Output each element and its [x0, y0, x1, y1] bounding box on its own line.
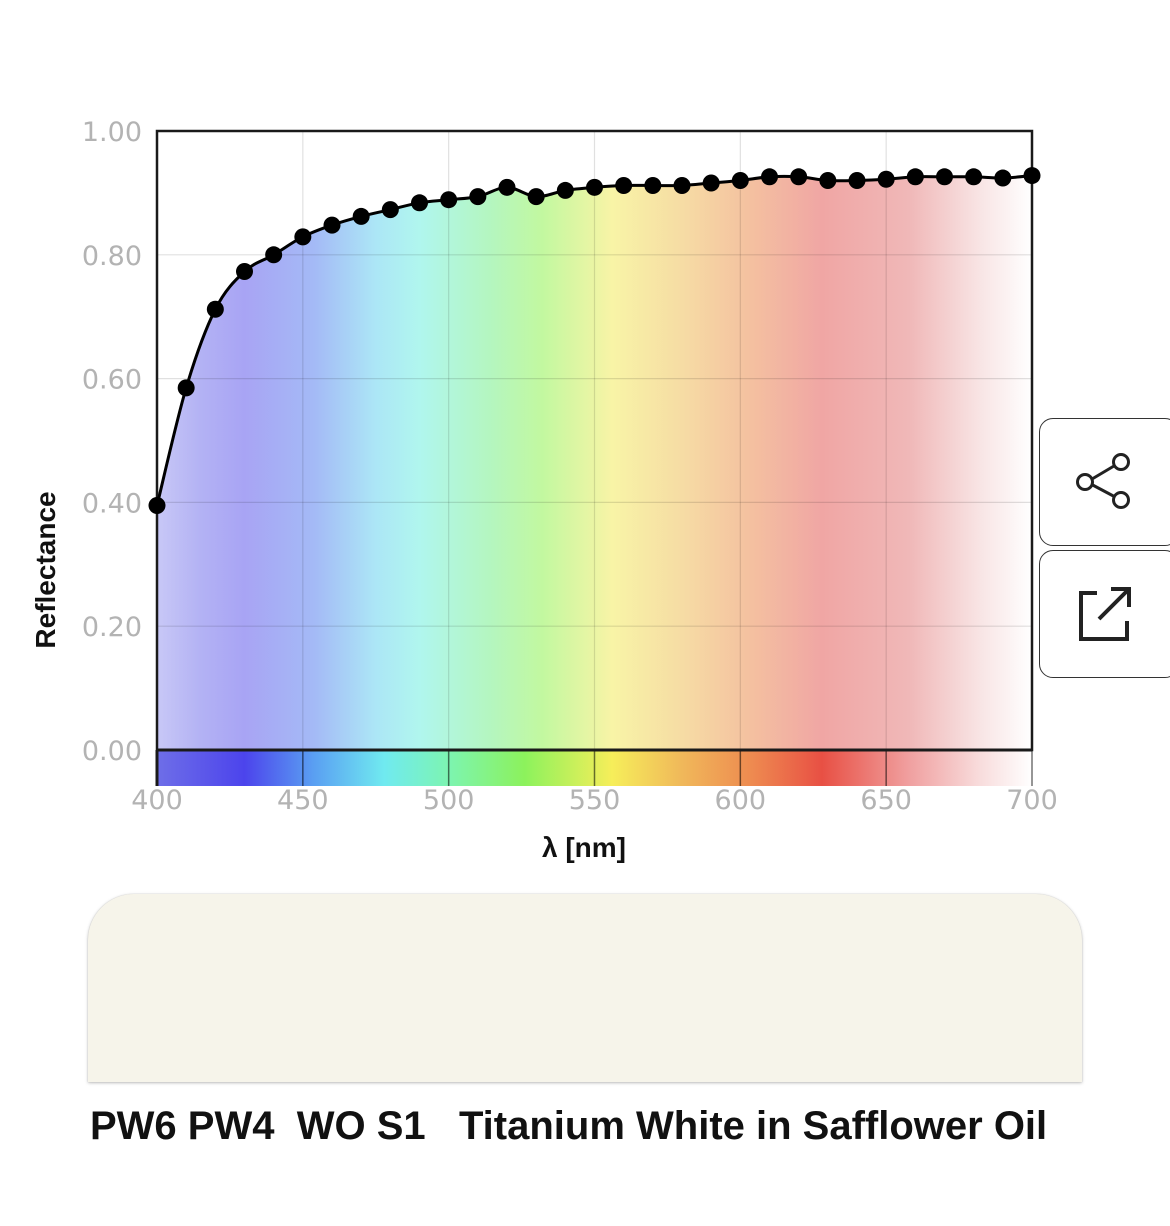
data-point [469, 188, 487, 206]
y-tick-label: 0.40 [82, 488, 142, 519]
data-point [702, 174, 720, 192]
open-external-icon [1079, 581, 1137, 647]
y-tick-label: 1.00 [82, 117, 142, 148]
paint-property-codes: WO S1 [296, 1104, 426, 1148]
data-point [352, 207, 370, 225]
y-tick-labels: 0.00 0.20 0.40 0.60 0.80 1.00 [82, 117, 142, 767]
y-tick-label: 0.80 [82, 241, 142, 272]
data-point [731, 172, 749, 190]
data-point [644, 176, 662, 194]
open-external-button[interactable] [1039, 550, 1170, 678]
data-point [206, 300, 224, 318]
data-point [761, 168, 778, 186]
grid-lines [155, 131, 1033, 786]
x-tick-label: 650 [860, 785, 912, 816]
color-swatch [88, 894, 1082, 1082]
x-tick-label: 600 [715, 785, 767, 816]
data-point [177, 379, 195, 397]
reflectance-chart: 0.00 0.20 0.40 0.60 0.80 1.00 400 450 500 550 600… [30, 117, 1058, 863]
share-icon [1076, 451, 1135, 513]
data-points [148, 167, 1041, 514]
data-point [527, 188, 545, 206]
data-point [819, 172, 837, 190]
data-point [586, 178, 603, 196]
data-point [906, 168, 924, 186]
data-point [1023, 167, 1041, 185]
x-tick-label: 400 [131, 785, 183, 816]
data-point [498, 178, 516, 196]
x-tick-label: 500 [423, 785, 475, 816]
x-axis-title: λ [nm] [542, 832, 626, 863]
x-tick-label: 550 [569, 785, 621, 816]
data-point [994, 169, 1012, 187]
data-point [965, 168, 983, 186]
data-point [877, 170, 895, 188]
data-point [411, 194, 428, 212]
paint-info: PW6 PW4 WO S1 Titanium White in Safflowe… [90, 1104, 1047, 1149]
data-point [790, 168, 808, 186]
x-tick-label: 450 [277, 785, 329, 816]
data-point [381, 201, 399, 219]
data-point [323, 216, 341, 234]
paint-name: Titanium White in Safflower Oil [458, 1104, 1048, 1148]
data-point [936, 168, 953, 186]
data-point [848, 172, 866, 190]
y-tick-label: 0.20 [82, 612, 142, 643]
data-point [294, 228, 312, 246]
x-tick-label: 700 [1006, 785, 1058, 816]
pigment-codes: PW6 PW4 [90, 1104, 275, 1148]
data-point [673, 176, 691, 194]
data-point [148, 496, 166, 514]
data-point [236, 263, 253, 281]
data-point [440, 191, 458, 209]
x-tick-labels: 400 450 500 550 600 650 700 [131, 785, 1058, 816]
data-point [265, 246, 283, 264]
data-point [556, 181, 574, 199]
spectrum-fill [157, 175, 1032, 750]
share-button[interactable] [1039, 418, 1170, 546]
data-point [615, 176, 633, 194]
y-tick-label: 0.00 [82, 736, 142, 767]
y-tick-label: 0.60 [82, 365, 142, 396]
y-axis-title: Reflectance [30, 491, 61, 648]
